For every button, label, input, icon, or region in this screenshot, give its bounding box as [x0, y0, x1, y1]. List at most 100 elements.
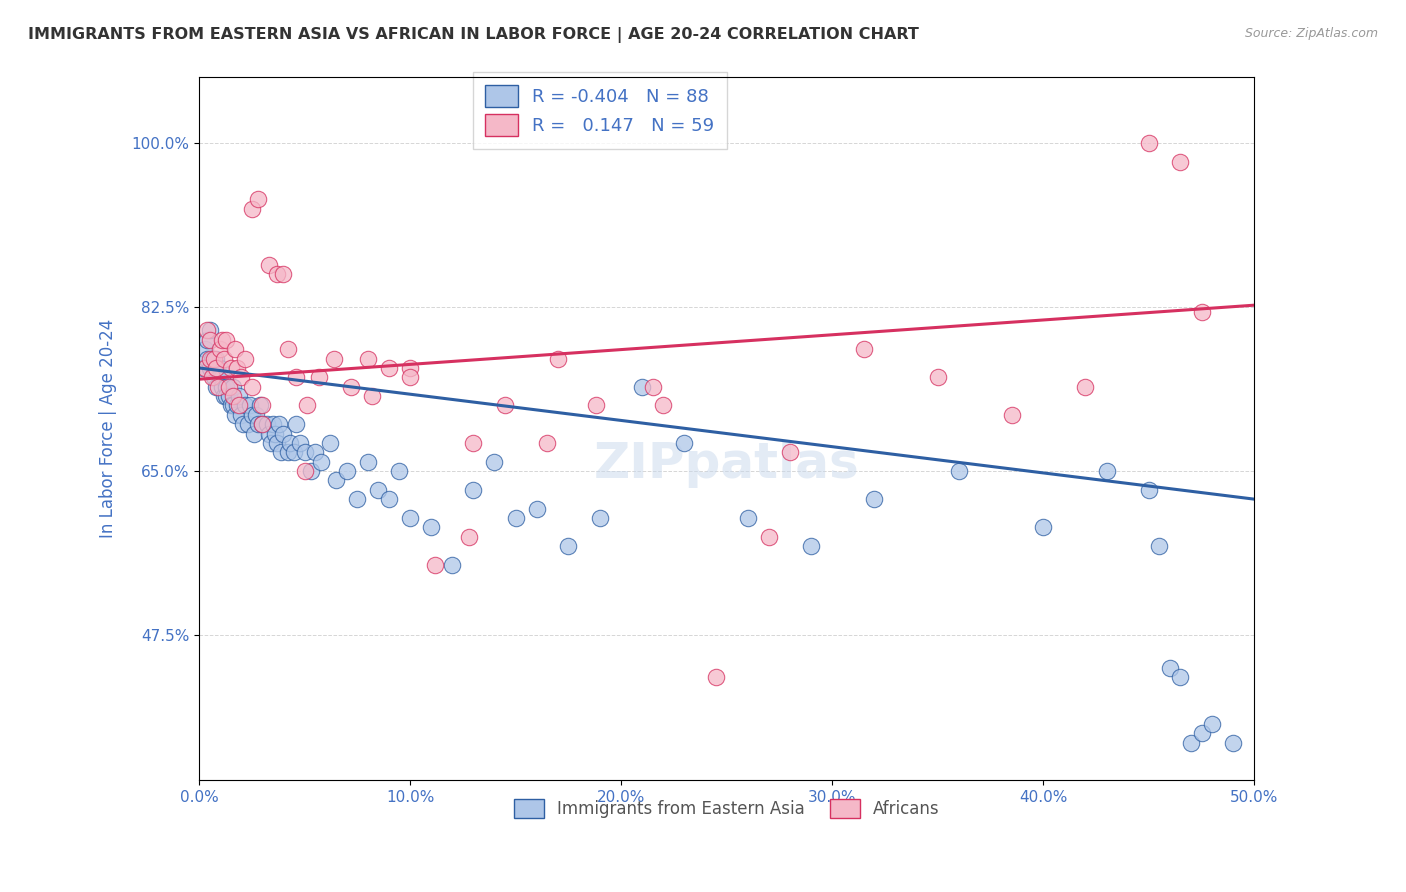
Point: [378, 492, 401, 507]
Point: [1000, 408, 1022, 422]
Point: [283, 445, 305, 459]
Point: [1180, 736, 1202, 750]
Point: [214, 351, 236, 366]
Point: [652, 399, 675, 413]
Point: [1201, 717, 1223, 731]
Point: [378, 361, 401, 376]
Point: [224, 408, 246, 422]
Point: [252, 417, 274, 432]
Point: [631, 380, 654, 394]
Point: [215, 333, 238, 347]
Point: [194, 361, 217, 376]
Point: [198, 323, 221, 337]
Point: [278, 436, 301, 450]
Point: [273, 267, 295, 281]
Point: [1191, 304, 1213, 318]
Point: [205, 361, 228, 376]
Point: [240, 380, 263, 394]
Point: [207, 361, 229, 376]
Point: [205, 351, 228, 366]
Point: [245, 408, 267, 422]
Legend: Immigrants from Eastern Asia, Africans: Immigrants from Eastern Asia, Africans: [508, 793, 946, 825]
Point: [673, 436, 696, 450]
Point: [340, 380, 363, 394]
Point: [209, 342, 232, 356]
Point: [704, 670, 727, 684]
Point: [211, 380, 233, 394]
Point: [304, 445, 326, 459]
Point: [209, 361, 232, 376]
Point: [589, 511, 612, 525]
Point: [211, 370, 233, 384]
Point: [277, 342, 299, 356]
Point: [193, 361, 215, 376]
Point: [231, 370, 253, 384]
Point: [1137, 136, 1160, 150]
Point: [197, 351, 219, 366]
Point: [585, 399, 607, 413]
Point: [236, 417, 259, 432]
Point: [399, 370, 422, 384]
Point: [290, 436, 312, 450]
Point: [357, 455, 380, 469]
Point: [226, 361, 249, 376]
Point: [273, 426, 295, 441]
Point: [240, 408, 263, 422]
Point: [325, 474, 347, 488]
Point: [1170, 670, 1192, 684]
Point: [361, 389, 384, 403]
Point: [388, 464, 411, 478]
Point: [294, 464, 316, 478]
Point: [852, 342, 875, 356]
Point: [494, 399, 516, 413]
Point: [215, 389, 238, 403]
Text: Source: ZipAtlas.com: Source: ZipAtlas.com: [1244, 27, 1378, 40]
Point: [266, 436, 288, 450]
Point: [232, 417, 254, 432]
Point: [863, 492, 886, 507]
Point: [758, 530, 780, 544]
Point: [214, 389, 236, 403]
Point: [228, 399, 250, 413]
Point: [202, 351, 225, 366]
Point: [399, 361, 422, 376]
Point: [779, 445, 801, 459]
Point: [319, 436, 342, 450]
Point: [252, 417, 274, 432]
Point: [262, 417, 284, 432]
Point: [211, 333, 233, 347]
Point: [247, 417, 270, 432]
Point: [357, 351, 380, 366]
Point: [270, 445, 292, 459]
Point: [197, 323, 219, 337]
Point: [299, 464, 322, 478]
Point: [201, 351, 224, 366]
Point: [557, 539, 579, 553]
Point: [209, 370, 232, 384]
Point: [252, 399, 274, 413]
Point: [239, 399, 262, 413]
Point: [277, 445, 299, 459]
Point: [257, 258, 280, 272]
Point: [311, 455, 333, 469]
Point: [243, 426, 266, 441]
Point: [948, 464, 970, 478]
Text: ZIPpatlas: ZIPpatlas: [593, 440, 859, 488]
Point: [285, 370, 308, 384]
Point: [1149, 539, 1171, 553]
Point: [218, 380, 240, 394]
Point: [194, 342, 217, 356]
Point: [207, 380, 229, 394]
Point: [218, 389, 240, 403]
Point: [219, 361, 242, 376]
Point: [505, 511, 527, 525]
Point: [800, 539, 823, 553]
Point: [294, 445, 316, 459]
Point: [420, 520, 443, 534]
Point: [399, 511, 422, 525]
Point: [927, 370, 949, 384]
Point: [526, 501, 548, 516]
Point: [484, 455, 506, 469]
Point: [295, 399, 318, 413]
Point: [224, 342, 246, 356]
